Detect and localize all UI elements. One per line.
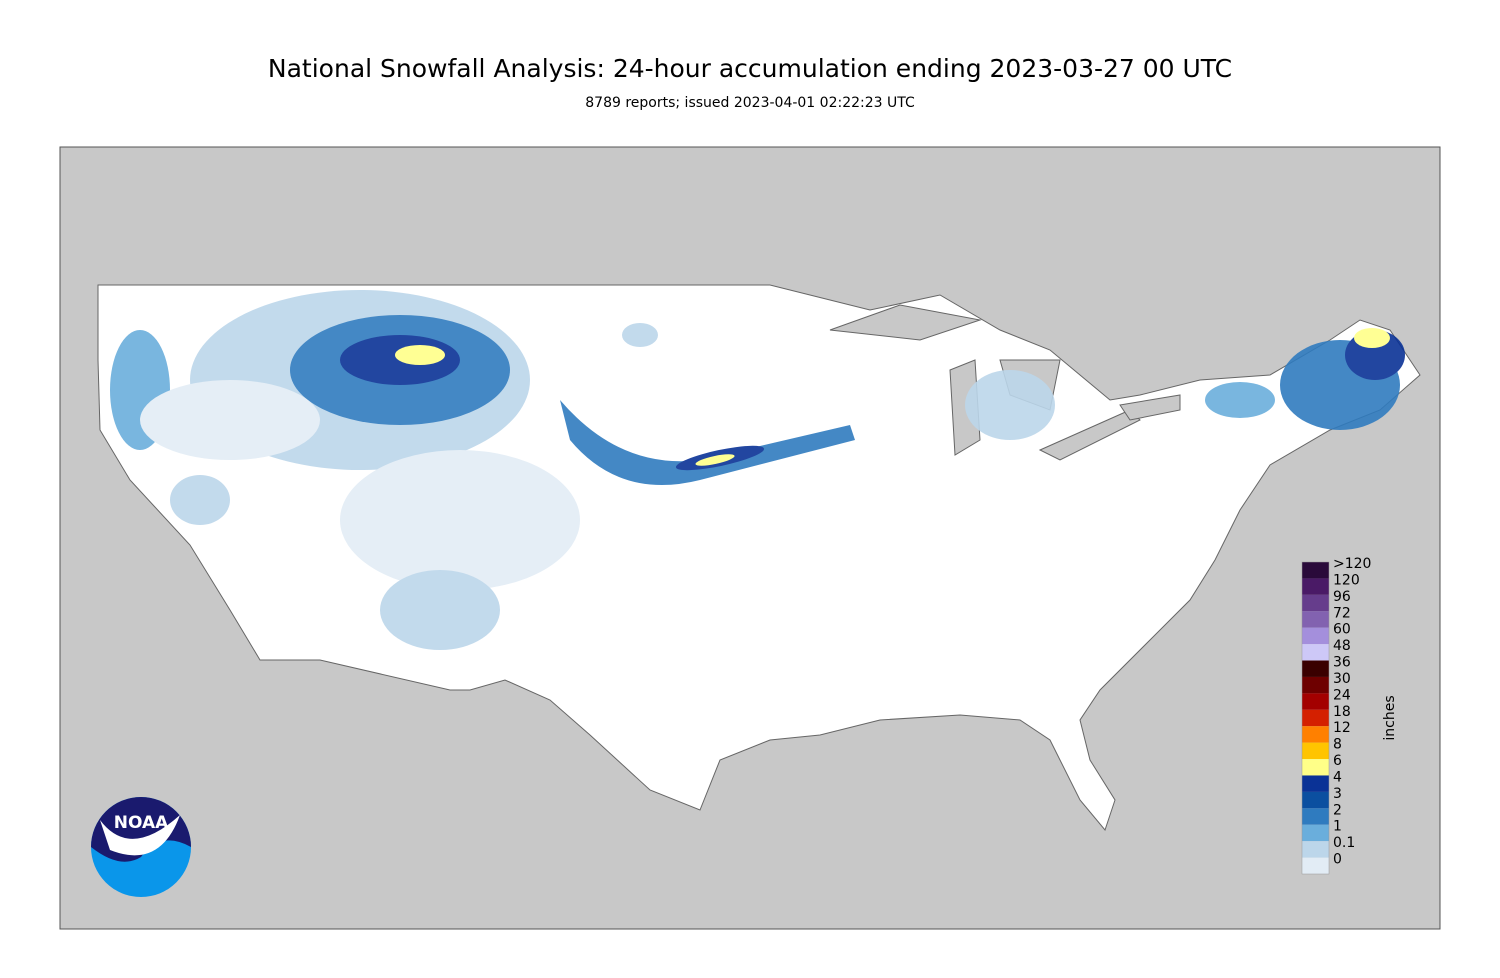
legend-border [1301,561,1330,875]
legend-swatch [1302,644,1329,661]
legend-swatch [1302,726,1329,743]
legend-swatch [1302,791,1329,809]
legend-swatch [1302,841,1329,858]
logo-text: NOAA [114,813,169,833]
legend-unit: inches [1382,695,1398,740]
legend-swatch [1302,742,1329,760]
legend-label: 1 [1333,819,1342,835]
legend-label: 72 [1333,605,1351,621]
legend-label: 18 [1333,704,1351,720]
legend: inches >1201209672604836302418128643210.… [1301,556,1398,875]
noaa-logo: NOAA [91,797,191,897]
map [59,146,1441,930]
legend-swatch [1302,611,1329,628]
subtitle: 8789 reports; issued 2023-04-01 02:22:23… [585,95,915,111]
legend-label: 0 [1333,852,1342,868]
legend-label: 24 [1333,687,1351,703]
legend-label: 3 [1333,786,1342,802]
legend-label: 4 [1333,769,1342,785]
legend-swatch [1302,709,1329,727]
legend-label: 60 [1333,622,1351,638]
legend-swatch [1302,759,1329,776]
legend-label: 120 [1333,572,1360,588]
legend-swatch [1302,660,1329,677]
legend-label: 12 [1333,720,1351,736]
legend-swatch [1302,808,1329,825]
legend-label: 30 [1333,671,1351,687]
snow-areas [110,290,1405,650]
legend-swatch [1302,594,1329,612]
legend-swatch [1302,627,1329,645]
legend-swatch [1302,676,1329,694]
legend-label: 2 [1333,802,1342,818]
title: National Snowfall Analysis: 24-hour accu… [268,54,1232,83]
legend-label: 0.1 [1333,835,1355,851]
legend-swatch [1302,693,1329,710]
legend-swatch [1302,562,1329,579]
legend-swatch [1302,578,1329,595]
legend-swatch [1302,775,1329,792]
legend-swatch [1302,824,1329,842]
legend-swatch [1302,857,1329,874]
legend-label: 48 [1333,638,1351,654]
legend-label: 36 [1333,655,1351,671]
legend-label: 96 [1333,589,1351,605]
legend-label: 6 [1333,753,1342,769]
legend-label: 8 [1333,737,1342,753]
legend-label: >120 [1333,556,1371,572]
